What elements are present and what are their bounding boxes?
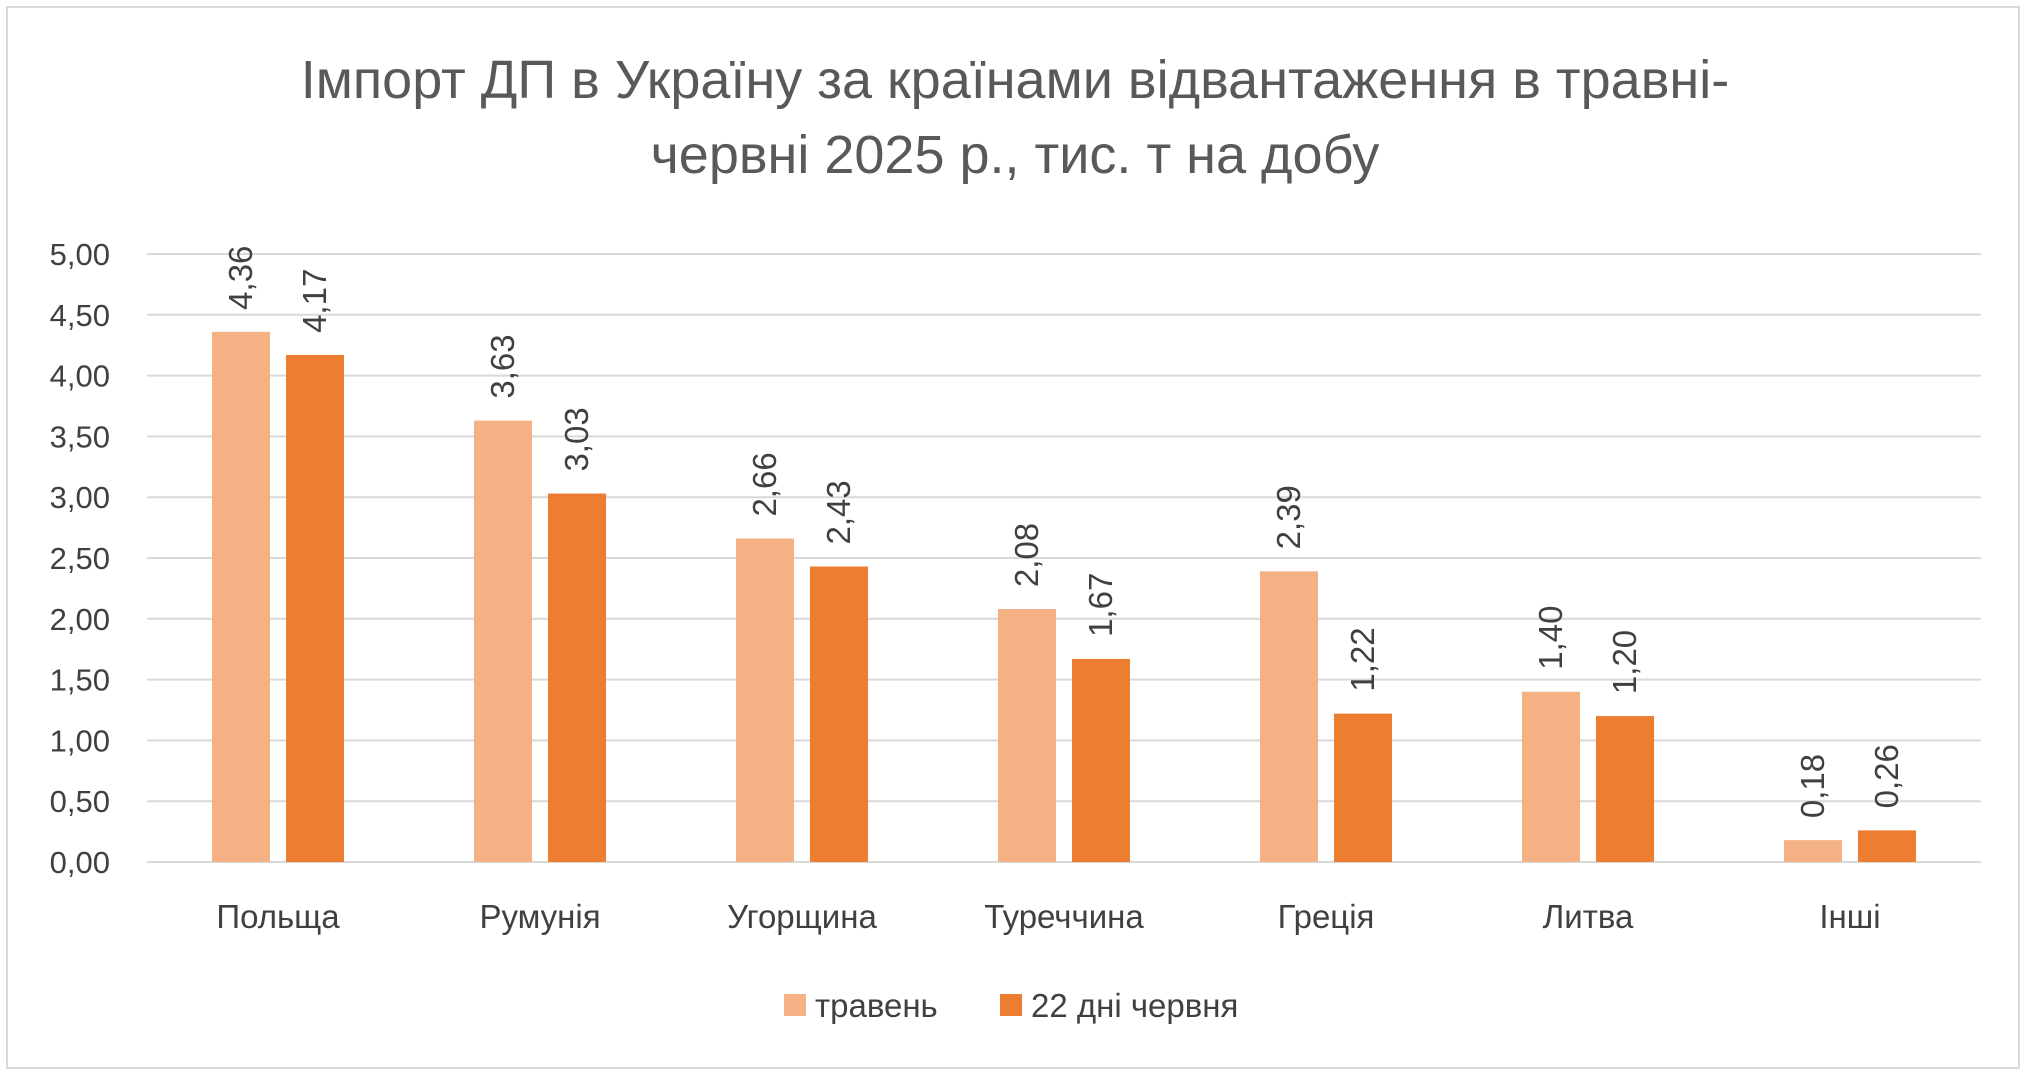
bar-june-2 [548,493,606,862]
data-label: 1,67 [1082,573,1119,637]
y-tick-label: 0,50 [50,784,110,819]
bar-may-1 [212,331,270,863]
data-label: 2,66 [746,452,783,516]
bar-june-1 [286,354,344,862]
bar-june-7 [1858,830,1916,862]
y-tick-label: 4,00 [50,359,110,394]
chart-svg: Імпорт ДП в Україну за країнами відванта… [50,50,1981,1024]
chart-title-line-1: Імпорт ДП в Україну за країнами відванта… [301,50,1729,110]
chart-title-line-2: червні 2025 р., тис. т на добу [651,125,1380,185]
legend-swatch-june [1000,994,1022,1016]
bar-june-4 [1072,658,1130,862]
y-axis-ticks: 0,00 0,50 1,00 1,50 2,00 2,50 3,00 3,50 4,00 4,50… [50,237,110,880]
bar-may-4 [998,609,1056,862]
y-tick-label: 0,00 [50,845,110,880]
legend-label-june: 22 дні червня [1031,987,1238,1024]
data-label: 0,26 [1868,744,1905,808]
y-tick-label: 3,50 [50,419,110,454]
chart-frame: Імпорт ДП в Україну за країнами відванта… [6,6,2020,1069]
data-label: 1,20 [1606,630,1643,694]
bar-june-5 [1334,713,1392,862]
data-label: 2,39 [1270,485,1307,549]
data-label: 4,36 [222,246,259,310]
category-label: Угорщина [727,898,877,935]
y-tick-label: 3,00 [50,480,110,515]
category-label: Греція [1278,898,1375,935]
data-label: 1,40 [1532,606,1569,670]
bars [212,331,1916,863]
legend-swatch-may [784,994,806,1016]
category-label: Польща [216,898,340,935]
bar-june-3 [810,566,868,862]
bar-june-6 [1596,716,1654,862]
bar-may-5 [1260,571,1318,862]
data-label: 2,43 [820,480,857,544]
legend: травень 22 дні червня [784,987,1238,1024]
y-tick-label: 2,00 [50,602,110,637]
bar-may-3 [736,538,794,862]
y-tick-label: 2,50 [50,541,110,576]
data-label: 0,18 [1794,754,1831,818]
category-label: Інші [1819,898,1880,935]
data-label: 1,22 [1344,627,1381,691]
x-axis-categories: Польща Румунія Угорщина Туреччина Греція Литв… [216,898,1880,935]
data-labels: 4,36 4,17 3,63 3,03 2,66 2,43 2,08 1,67 2,39 1,22… [222,246,1905,819]
chart-title: Імпорт ДП в Україну за країнами відванта… [301,50,1729,185]
y-tick-label: 4,50 [50,298,110,333]
data-label: 3,03 [558,407,595,471]
category-label: Румунія [479,898,600,935]
bar-may-6 [1522,691,1580,862]
data-label: 2,08 [1008,523,1045,587]
y-tick-label: 1,50 [50,663,110,698]
data-label: 3,63 [484,334,521,398]
y-tick-label: 1,00 [50,723,110,758]
data-label: 4,17 [296,269,333,333]
category-label: Туреччина [984,898,1144,935]
gridlines [147,253,1981,863]
bar-may-2 [474,420,532,862]
category-label: Литва [1543,898,1634,935]
bar-may-7 [1784,840,1842,862]
y-tick-label: 5,00 [50,237,110,272]
legend-label-may: травень [815,987,938,1024]
